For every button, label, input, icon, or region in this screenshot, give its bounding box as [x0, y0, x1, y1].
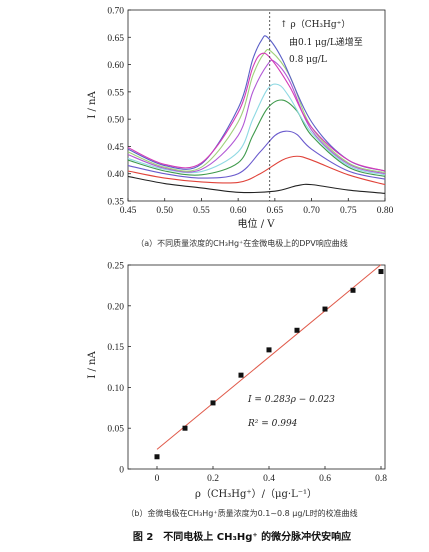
panel-b-y-tick-label: 0.10 — [107, 384, 124, 394]
panel-a-x-tick-label: 0.80 — [377, 206, 394, 216]
panel-a-y-axis-label: I / nA — [87, 91, 98, 119]
dpv-curve-2 — [127, 155, 386, 186]
panel-b-x-tick-label: 0.2 — [207, 474, 219, 484]
panel-b-x-tick-label: 0.6 — [319, 474, 331, 484]
calibration-fit-line — [156, 264, 382, 450]
panel-b-x-tick-label: 0.4 — [263, 474, 275, 484]
panel-a-y-tick-label: 0.70 — [107, 7, 124, 17]
dpv-curve-5 — [127, 83, 386, 176]
calibration-point — [154, 454, 160, 460]
dpv-curve-6 — [127, 59, 386, 175]
panel-a-dpv-chart: 0.45 0.50 0.55 0.60 0.65 0.70 0.75 0.80 0.350.4… — [87, 7, 394, 249]
panel-a-x-tick-label: 0.50 — [156, 206, 173, 216]
dpv-curve-9 — [127, 52, 386, 172]
calibration-point — [322, 306, 328, 312]
panel-a-x-tick-label: 0.70 — [303, 206, 320, 216]
panel-b-y-tick-label: 0.20 — [107, 302, 124, 312]
dpv-curve-3 — [127, 130, 386, 180]
calibration-point — [182, 425, 188, 431]
calibration-point — [210, 400, 216, 406]
panel-b-calibration-chart: 0 0.2 0.4 0.6 0.8 0 0.05 0.10 0.15 0.20 0.25 I = … — [87, 262, 387, 519]
panel-a-caption: （a）不同质量浓度的CH₃Hg⁺在金微电极上的DPV响应曲线 — [136, 238, 347, 248]
panel-a-x-axis-label: 电位 / V — [238, 217, 276, 230]
regression-r-squared: R² = 0.994 — [247, 419, 298, 429]
dpv-curve-4 — [127, 99, 386, 177]
panel-b-y-tick-label: 0.15 — [107, 343, 124, 353]
panel-a-x-tick-label: 0.60 — [230, 206, 247, 216]
calibration-point — [350, 287, 356, 293]
panel-b-x-tick-label: 0 — [155, 474, 160, 484]
panel-a-x-tick-label: 0.75 — [340, 206, 357, 216]
annotation-range-line-1: 由0.1 μg/L递增至 — [289, 36, 363, 48]
panel-b-y-tick-label: 0.25 — [107, 262, 124, 272]
regression-equation: I = 0.283ρ − 0.023 — [247, 395, 335, 405]
panel-b-y-tick-label: 0 — [119, 466, 124, 476]
calibration-point — [266, 347, 272, 353]
panel-b-caption: （b）金微电极在CH₃Hg⁺质量浓度为0.1~0.8 μg/L时的校准曲线 — [126, 508, 357, 518]
annotation-range-line-2: 0.8 μg/L — [289, 55, 327, 65]
panel-a-y-tick-label: 0.50 — [107, 116, 124, 126]
annotation-arrow-line: ↑ ρ（CH₃Hg⁺） — [280, 19, 350, 30]
panel-a-y-tick-label: 0.45 — [107, 143, 124, 153]
figure-caption: 图 2 不同电极上 CH₃Hg⁺ 的微分脉冲伏安响应 — [133, 530, 351, 543]
panel-a-y-tick-label: 0.60 — [107, 61, 124, 71]
panel-a-y-tick-label: 0.40 — [107, 170, 124, 180]
panel-a-x-tick-label: 0.65 — [267, 206, 284, 216]
panel-a-y-tick-label: 0.55 — [107, 88, 124, 98]
panel-a-y-tick-label: 0.35 — [107, 198, 124, 208]
panel-a-x-tick-label: 0.55 — [193, 206, 210, 216]
panel-a-frame — [127, 9, 386, 202]
panel-b-y-axis-label: I / nA — [87, 351, 98, 379]
panel-a-x-tick-label: 0.45 — [120, 206, 137, 216]
panel-a-y-tick-label: 0.65 — [107, 34, 124, 44]
calibration-point — [378, 269, 384, 275]
calibration-point — [294, 327, 300, 333]
panel-b-y-tick-label: 0.05 — [107, 425, 124, 435]
calibration-point — [238, 372, 244, 378]
panel-b-x-axis-label: ρ（CH₃Hg⁺）/（μg·L⁻¹） — [195, 488, 317, 500]
dpv-curve-8 — [127, 35, 386, 172]
panel-b-frame — [127, 264, 386, 470]
panel-b-x-tick-label: 0.8 — [375, 474, 387, 484]
dpv-curve-1 — [127, 175, 386, 194]
